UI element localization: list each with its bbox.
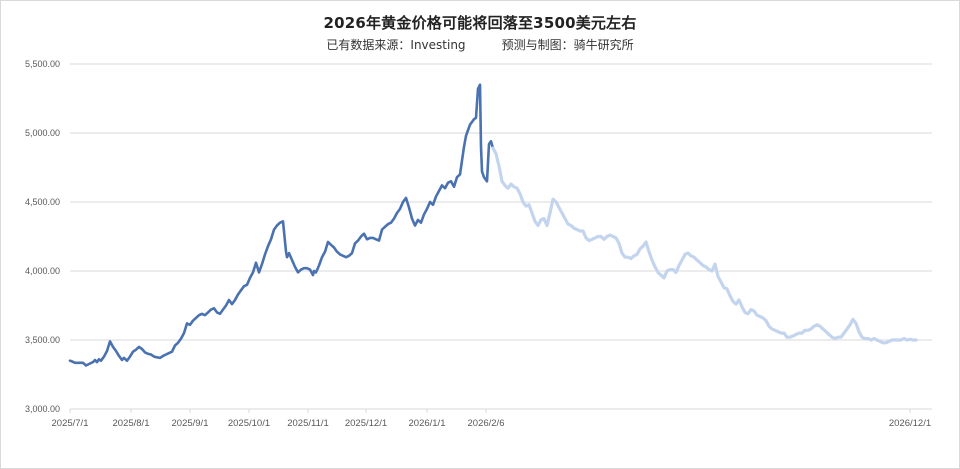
forecast-credit-label: 预测与制图：骑牛研究所: [501, 38, 634, 52]
x-tick-label: 2025/11/1: [287, 418, 329, 429]
chart-title: 2026年黄金价格可能将回落至3500美元左右: [323, 14, 637, 32]
y-tick-label: 5,500.00: [25, 59, 60, 69]
x-tick-label: 2025/9/1: [172, 418, 209, 429]
y-tick-label: 4,500.00: [25, 197, 60, 207]
x-tick-label: 2026/2/6: [468, 418, 505, 429]
y-tick-label: 4,000.00: [25, 266, 60, 276]
x-tick-label: 2025/12/1: [345, 418, 387, 429]
data-source-label: 已有数据来源：Investing: [326, 38, 466, 52]
y-axis: 3,000.00 3,500.00 4,000.00 4,500.00 5,000.00…: [25, 59, 60, 414]
y-tick-label: 3,000.00: [25, 404, 60, 414]
actual-price-line: [68, 83, 495, 367]
x-axis: 2025/7/1 2025/8/1 2025/9/1 2025/10/1 2025/11…: [52, 409, 931, 429]
x-tick-label: 2026/12/1: [889, 418, 931, 429]
x-tick-label: 2025/8/1: [113, 418, 150, 429]
chart-subtitle: 已有数据来源：Investing 预测与制图：骑牛研究所: [0, 36, 960, 53]
x-tick-label: 2026/1/1: [409, 418, 446, 429]
forecast-price-line: [491, 146, 918, 345]
x-tick-label: 2025/7/1: [52, 418, 89, 429]
gridlines: [70, 63, 932, 410]
x-tick-label: 2025/10/1: [228, 418, 270, 429]
y-tick-label: 5,000.00: [25, 128, 60, 138]
y-tick-label: 3,500.00: [25, 335, 60, 345]
